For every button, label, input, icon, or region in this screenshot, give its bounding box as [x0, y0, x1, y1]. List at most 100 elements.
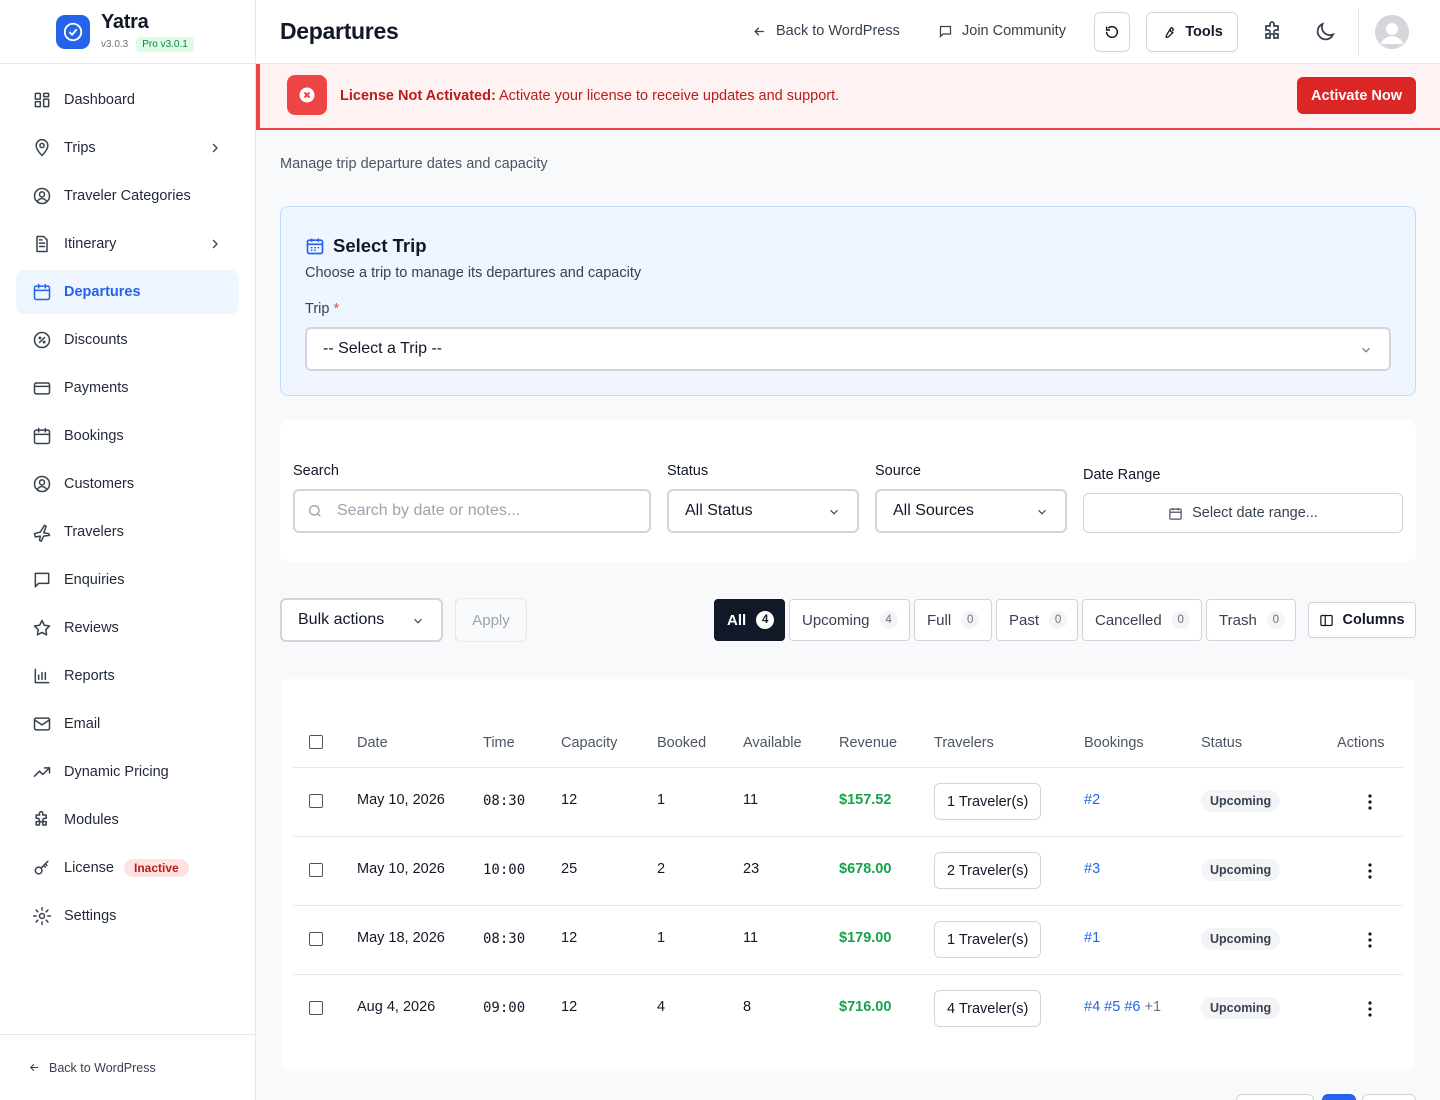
pagination-next-button[interactable]	[1362, 1094, 1416, 1100]
row-checkbox[interactable]	[309, 794, 323, 808]
column-header-date: Date	[357, 735, 388, 751]
modules-icon-button[interactable]	[1261, 20, 1285, 44]
booking-link[interactable]: #4	[1084, 999, 1101, 1015]
arrow-left-icon	[754, 26, 764, 36]
sidebar-item-label: Dashboard	[64, 92, 135, 108]
booking-link[interactable]: #2	[1084, 792, 1101, 808]
apply-button[interactable]: Apply	[455, 598, 527, 642]
row-checkbox[interactable]	[309, 932, 323, 946]
sidebar-item-dynamic-pricing[interactable]: Dynamic Pricing	[16, 750, 239, 794]
tab-trash[interactable]: Trash 0	[1206, 599, 1296, 641]
sidebar-item-modules[interactable]: Modules	[16, 798, 239, 842]
sidebar-back-to-wordpress[interactable]: Back to WordPress	[0, 1034, 255, 1100]
tab-cancelled[interactable]: Cancelled 0	[1082, 599, 1202, 641]
sidebar-item-trips[interactable]: Trips	[16, 126, 239, 170]
booking-link[interactable]: #5	[1104, 999, 1121, 1015]
select-all-checkbox[interactable]	[309, 735, 323, 749]
travelers-button[interactable]: 4 Traveler(s)	[934, 990, 1042, 1027]
more-actions-icon[interactable]	[1368, 794, 1372, 810]
more-actions-icon[interactable]	[1368, 863, 1372, 879]
cell-available: 11	[743, 792, 759, 808]
mail-icon	[33, 717, 51, 731]
sidebar-item-settings[interactable]: Settings	[16, 894, 239, 938]
tab-label: Upcoming	[802, 611, 870, 629]
row-checkbox[interactable]	[309, 1001, 323, 1015]
booking-link[interactable]: #6	[1124, 999, 1141, 1015]
puzzle-icon	[1265, 21, 1279, 39]
trip-select[interactable]: -- Select a Trip --	[305, 327, 1391, 371]
sidebar-item-travelers[interactable]: Travelers	[16, 510, 239, 554]
booking-link[interactable]: #3	[1084, 861, 1101, 877]
more-actions-icon[interactable]	[1368, 932, 1372, 948]
pagination-prev-button[interactable]	[1236, 1094, 1314, 1100]
select-trip-title: Select Trip	[305, 235, 427, 257]
tab-upcoming[interactable]: Upcoming 4	[789, 599, 910, 641]
dark-mode-toggle[interactable]	[1313, 20, 1337, 44]
sidebar-item-traveler-categories[interactable]: Traveler Categories	[16, 174, 239, 218]
sidebar-item-dashboard[interactable]: Dashboard	[16, 78, 239, 122]
sidebar-item-customers[interactable]: Customers	[16, 462, 239, 506]
cell-bookings: #4 #5 #6 +1	[1084, 999, 1161, 1015]
back-to-wordpress-link[interactable]: Back to WordPress	[752, 23, 900, 39]
tab-label: Past	[1009, 611, 1040, 629]
date-range-input[interactable]: Select date range...	[1083, 493, 1403, 533]
cell-available: 11	[743, 930, 759, 946]
status-select[interactable]: All Status	[667, 489, 859, 533]
star-icon	[33, 619, 51, 636]
refresh-button[interactable]	[1094, 12, 1130, 52]
column-header-revenue: Revenue	[839, 735, 898, 751]
source-select[interactable]: All Sources	[875, 489, 1067, 533]
travelers-button[interactable]: 1 Traveler(s)	[934, 921, 1042, 958]
tools-button[interactable]: Tools	[1146, 12, 1238, 52]
columns-button[interactable]: Columns	[1308, 602, 1416, 638]
chevron-down-icon	[414, 618, 422, 624]
bulk-actions-select[interactable]: Bulk actions	[280, 598, 443, 642]
tab-label: Full	[927, 611, 952, 629]
search-input[interactable]: Search by date or notes...	[293, 489, 651, 533]
activate-now-button[interactable]: Activate Now	[1297, 77, 1416, 114]
travelers-button[interactable]: 2 Traveler(s)	[934, 852, 1042, 889]
sidebar-item-label: Itinerary	[64, 236, 117, 252]
tab-label: Cancelled	[1095, 611, 1162, 629]
cell-capacity: 12	[561, 999, 578, 1015]
join-community-link[interactable]: Join Community	[938, 23, 1066, 39]
tab-past[interactable]: Past 0	[996, 599, 1078, 641]
sidebar-item-reviews[interactable]: Reviews	[16, 606, 239, 650]
search-placeholder: Search by date or notes...	[337, 502, 521, 519]
cell-time: 08:30	[483, 931, 526, 947]
tab-full[interactable]: Full 0	[914, 599, 992, 641]
sidebar-item-email[interactable]: Email	[16, 702, 239, 746]
more-actions-icon[interactable]	[1368, 1001, 1372, 1017]
user-avatar[interactable]	[1375, 15, 1409, 49]
pro-version-badge: Pro v3.0.1	[136, 37, 194, 52]
booking-link[interactable]: #1	[1084, 930, 1101, 946]
sidebar-item-departures[interactable]: Departures	[16, 270, 239, 314]
pagination-page-button[interactable]	[1322, 1094, 1356, 1100]
sidebar-item-reports[interactable]: Reports	[16, 654, 239, 698]
sidebar-item-payments[interactable]: Payments	[16, 366, 239, 410]
travelers-button[interactable]: 1 Traveler(s)	[934, 783, 1042, 820]
required-marker: *	[333, 301, 340, 317]
refresh-icon	[1105, 25, 1119, 39]
sidebar-item-label: Payments	[64, 380, 129, 396]
puzzle-icon	[35, 810, 47, 826]
sidebar-item-itinerary[interactable]: Itinerary	[16, 222, 239, 266]
more-bookings-count[interactable]: +1	[1144, 999, 1162, 1015]
license-message-bold: License Not Activated:	[340, 88, 496, 104]
table-row: May 10, 2026 08:30 12 1 11 $157.52 1 Traveler(…	[293, 767, 1403, 836]
sidebar-item-bookings[interactable]: Bookings	[16, 414, 239, 458]
yatra-logo-icon[interactable]	[56, 15, 90, 49]
cell-bookings: #1	[1084, 930, 1100, 946]
row-checkbox[interactable]	[309, 863, 323, 877]
page-subtitle: Manage trip departure dates and capacity	[280, 156, 548, 172]
source-label: Source	[875, 463, 921, 479]
sidebar-item-enquiries[interactable]: Enquiries	[16, 558, 239, 602]
filters-panel: Search Search by date or notes... Status…	[280, 420, 1416, 562]
sidebar-item-discounts[interactable]: Discounts	[16, 318, 239, 362]
source-select-value: All Sources	[893, 502, 974, 519]
sidebar-item-label: Enquiries	[64, 572, 125, 588]
tab-all[interactable]: All 4	[714, 599, 785, 641]
sidebar-item-license[interactable]: License Inactive	[16, 846, 239, 890]
cell-bookings: #3	[1084, 861, 1100, 877]
license-message: License Not Activated: Activate your lic…	[340, 88, 839, 104]
